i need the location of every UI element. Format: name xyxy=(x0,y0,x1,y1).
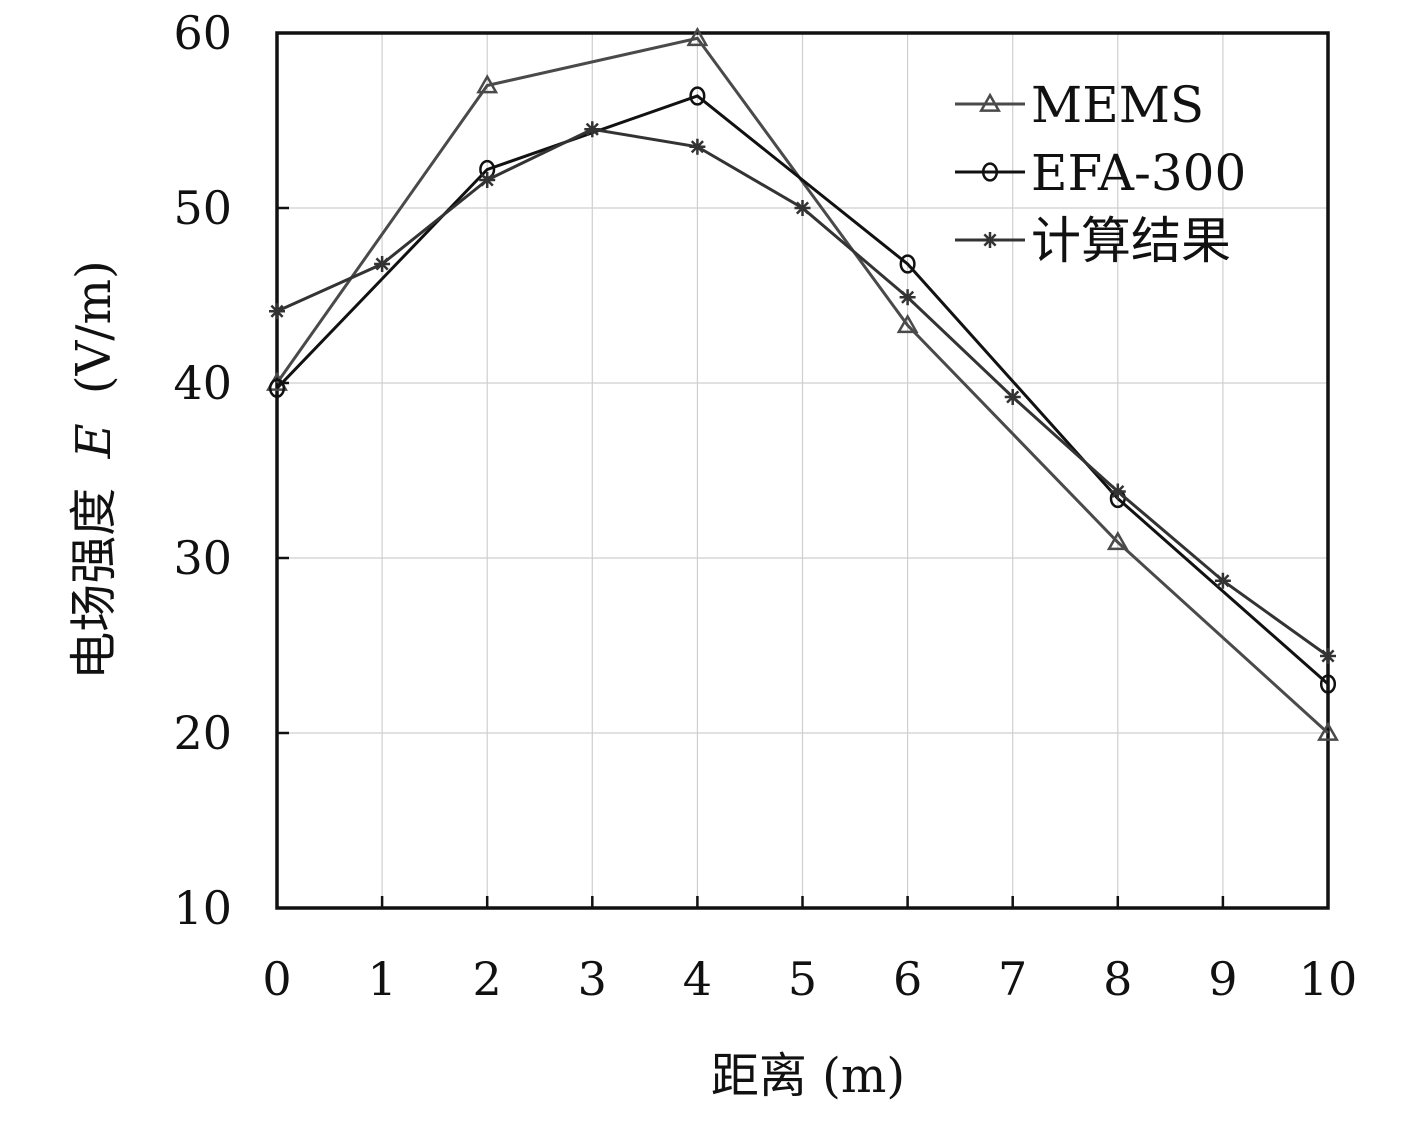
legend-entry: MEMS xyxy=(955,76,1204,134)
axes-layer: 0 1 2 3 4 5 6 7 8 9 10 10 20 30 40 50 60 xyxy=(173,6,1357,1006)
y-tick-label: 40 xyxy=(173,356,232,410)
svg-text:电场强度 E (V/m): 电场强度 E (V/m) xyxy=(66,260,122,679)
star-stroke xyxy=(270,304,284,318)
data-point xyxy=(1106,530,1129,551)
star-stroke xyxy=(795,201,810,215)
data-point xyxy=(1320,648,1336,664)
legend-marker xyxy=(981,162,999,182)
x-tick-label: 4 xyxy=(683,952,712,1006)
series-layer xyxy=(266,26,1339,741)
x-tick-label: 1 xyxy=(367,952,396,1006)
series-3 xyxy=(269,121,1336,664)
legend-marker xyxy=(982,232,998,248)
y-tick-label: 60 xyxy=(173,6,232,60)
legend-marker xyxy=(979,92,1001,112)
legend-entry: 计算结果 xyxy=(955,212,1231,270)
y-axis-title-unit: (V/m) xyxy=(66,260,122,394)
star-stroke xyxy=(375,257,389,271)
star-stroke xyxy=(983,233,997,247)
star-stroke xyxy=(1216,574,1230,588)
star-stroke xyxy=(901,290,915,304)
x-tick-label: 10 xyxy=(1299,952,1358,1006)
x-tick-label: 9 xyxy=(1208,952,1237,1006)
y-axis-title-text: 电场强度 xyxy=(66,488,122,680)
star-stroke xyxy=(1006,390,1020,404)
star-stroke xyxy=(1111,484,1125,499)
x-tick-label: 6 xyxy=(893,952,922,1006)
data-point xyxy=(268,378,286,398)
x-tick-label: 8 xyxy=(1103,952,1132,1006)
x-tick-label: 5 xyxy=(788,952,817,1006)
x-tick-label: 2 xyxy=(473,952,502,1006)
legend-label: EFA-300 xyxy=(1031,144,1246,202)
star-stroke xyxy=(690,140,704,154)
data-point xyxy=(1319,674,1337,694)
data-point xyxy=(1214,572,1231,589)
legend: MEMS EFA-300 计算结果 xyxy=(955,76,1246,270)
x-tick-label: 0 xyxy=(262,952,291,1006)
legend-label: MEMS xyxy=(1031,76,1204,134)
data-point xyxy=(899,289,916,306)
y-axis-title: 电场强度 E (V/m) xyxy=(66,260,122,679)
y-tick-label: 20 xyxy=(173,706,232,760)
star-stroke xyxy=(1321,649,1335,663)
x-tick-label: 7 xyxy=(998,952,1027,1006)
data-point xyxy=(1317,721,1339,741)
x-tick-label: 3 xyxy=(578,952,607,1006)
legend-entry: EFA-300 xyxy=(955,144,1246,202)
data-point xyxy=(794,200,811,216)
y-tick-label: 30 xyxy=(173,531,232,585)
data-point xyxy=(1004,389,1021,405)
data-point xyxy=(686,26,709,47)
data-point xyxy=(896,313,919,334)
data-point xyxy=(899,254,916,274)
data-point xyxy=(689,138,706,155)
y-tick-label: 10 xyxy=(173,881,232,935)
star-stroke xyxy=(585,122,599,136)
x-axis-title: 距离 (m) xyxy=(711,1048,905,1104)
star-stroke xyxy=(480,173,494,187)
data-point xyxy=(689,86,706,106)
data-point xyxy=(476,74,499,94)
y-axis-title-var: E xyxy=(66,423,122,459)
data-point xyxy=(1109,483,1126,500)
data-point xyxy=(374,256,391,272)
legend-label: 计算结果 xyxy=(1031,212,1231,270)
series-line xyxy=(275,94,1329,686)
data-point xyxy=(269,303,285,320)
data-point xyxy=(479,172,496,188)
y-tick-label: 50 xyxy=(173,181,232,235)
data-point xyxy=(584,121,601,138)
